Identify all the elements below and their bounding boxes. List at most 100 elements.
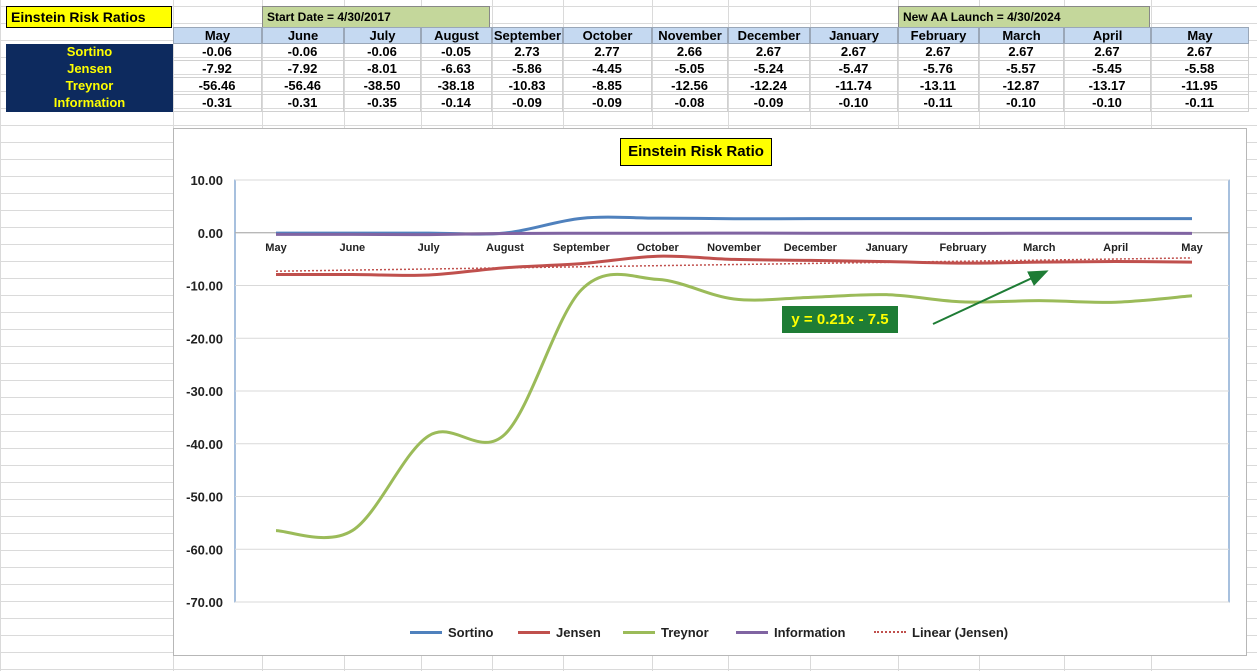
legend-label: Jensen <box>556 624 601 640</box>
x-tick-label: August <box>486 242 524 254</box>
chart-area[interactable] <box>173 128 1247 656</box>
x-tick-label: October <box>637 242 680 254</box>
table-cell: -11.95 <box>1151 78 1249 95</box>
table-cell: 2.73 <box>492 44 563 61</box>
table-cell: -0.06 <box>173 44 262 61</box>
table-cell: -11.74 <box>810 78 898 95</box>
row-label-sortino: Sortino <box>6 44 173 61</box>
series-line-jensen <box>275 254 1193 277</box>
start-date-label: Start Date = 4/30/2017 <box>262 6 490 28</box>
launch-date-label: New AA Launch = 4/30/2024 <box>898 6 1150 28</box>
table-cell: -0.14 <box>421 95 492 112</box>
month-header: August <box>421 27 492 44</box>
y-tick-label: 10.00 <box>190 173 223 188</box>
y-tick-label: -50.00 <box>186 490 223 505</box>
legend-item-information[interactable]: Information <box>736 622 846 642</box>
month-header: November <box>652 27 728 44</box>
y-tick-label: -40.00 <box>186 437 223 452</box>
table-cell: 2.67 <box>979 44 1064 61</box>
x-tick-label: November <box>707 242 762 254</box>
month-header: May <box>1151 27 1249 44</box>
table-cell: -5.76 <box>898 61 979 78</box>
x-tick-label: January <box>866 242 909 254</box>
legend-item-jensen[interactable]: Jensen <box>518 622 601 642</box>
x-tick-label: April <box>1103 242 1128 254</box>
table-cell: 2.67 <box>898 44 979 61</box>
table-cell: -38.50 <box>344 78 421 95</box>
table-cell: -7.92 <box>262 61 344 78</box>
table-cell: -0.31 <box>262 95 344 112</box>
table-cell: 2.67 <box>810 44 898 61</box>
month-header: May <box>173 27 262 44</box>
x-tick-label: June <box>339 242 365 254</box>
legend-item-linear-jensen[interactable]: Linear (Jensen) <box>874 622 1008 642</box>
legend-label: Linear (Jensen) <box>912 624 1009 640</box>
legend-item-sortino[interactable]: Sortino <box>410 622 494 642</box>
table-cell: -0.09 <box>563 95 652 112</box>
legend-swatch <box>623 630 655 634</box>
x-tick-label: July <box>418 242 441 254</box>
y-tick-label: -20.00 <box>186 331 223 346</box>
legend-item-treynor[interactable]: Treynor <box>623 622 709 642</box>
table-cell: -0.08 <box>652 95 728 112</box>
x-tick-label: September <box>553 242 611 254</box>
table-cell: -0.11 <box>898 95 979 112</box>
table-cell: -0.10 <box>979 95 1064 112</box>
x-tick-label: May <box>265 242 287 254</box>
month-header: September <box>492 27 563 44</box>
table-cell: -13.17 <box>1064 78 1151 95</box>
table-cell: -0.11 <box>1151 95 1249 112</box>
x-tick-label: May <box>1181 242 1203 254</box>
table-cell: -0.10 <box>1064 95 1151 112</box>
table-cell: -56.46 <box>262 78 344 95</box>
row-label-jensen: Jensen <box>6 61 173 78</box>
line-chart: 10.00 0.00 -10.00 -20.00 -30.00 -40.00 -50.00 -… <box>186 173 1230 610</box>
table-cell: -12.56 <box>652 78 728 95</box>
month-header: March <box>979 27 1064 44</box>
table-cell: 2.67 <box>728 44 810 61</box>
legend-swatch <box>874 631 906 633</box>
table-cell: -13.11 <box>898 78 979 95</box>
table-cell: 2.66 <box>652 44 728 61</box>
table-cell: -5.57 <box>979 61 1064 78</box>
month-header: July <box>344 27 421 44</box>
table-cell: -5.47 <box>810 61 898 78</box>
table-cell: 2.77 <box>563 44 652 61</box>
table-cell: -0.10 <box>810 95 898 112</box>
table-cell: -5.45 <box>1064 61 1151 78</box>
table-cell: -0.05 <box>421 44 492 61</box>
annotation-arrow <box>932 270 1049 325</box>
x-tick-label: February <box>939 242 987 254</box>
y-tick-label: -10.00 <box>186 279 223 294</box>
legend-label: Information <box>774 624 846 640</box>
month-header: June <box>262 27 344 44</box>
month-header: December <box>728 27 810 44</box>
row-label-treynor: Treynor <box>6 78 173 95</box>
sheet-title: Einstein Risk Ratios <box>6 6 172 28</box>
legend-label: Treynor <box>661 624 709 640</box>
trendline-jensen <box>275 257 1193 272</box>
table-cell: -4.45 <box>563 61 652 78</box>
series-line-sortino <box>276 215 1192 236</box>
table-cell: -8.85 <box>563 78 652 95</box>
row-label-information: Information <box>6 95 173 112</box>
series-line-treynor <box>275 272 1193 540</box>
table-cell: -0.09 <box>728 95 810 112</box>
chart-title: Einstein Risk Ratio <box>620 138 772 166</box>
month-header: April <box>1064 27 1151 44</box>
month-header: October <box>563 27 652 44</box>
y-tick-label: -60.00 <box>186 542 223 557</box>
table-cell: -5.05 <box>652 61 728 78</box>
table-cell: -38.18 <box>421 78 492 95</box>
y-tick-label: 0.00 <box>198 226 223 241</box>
table-cell: -0.35 <box>344 95 421 112</box>
y-tick-label: -30.00 <box>186 384 223 399</box>
legend-label: Sortino <box>448 624 494 640</box>
table-cell: -0.06 <box>344 44 421 61</box>
table-cell: -12.87 <box>979 78 1064 95</box>
table-cell: -8.01 <box>344 61 421 78</box>
table-cell: -10.83 <box>492 78 563 95</box>
legend-swatch <box>518 630 550 634</box>
x-tick-label: March <box>1023 242 1056 254</box>
legend-swatch <box>410 630 442 634</box>
